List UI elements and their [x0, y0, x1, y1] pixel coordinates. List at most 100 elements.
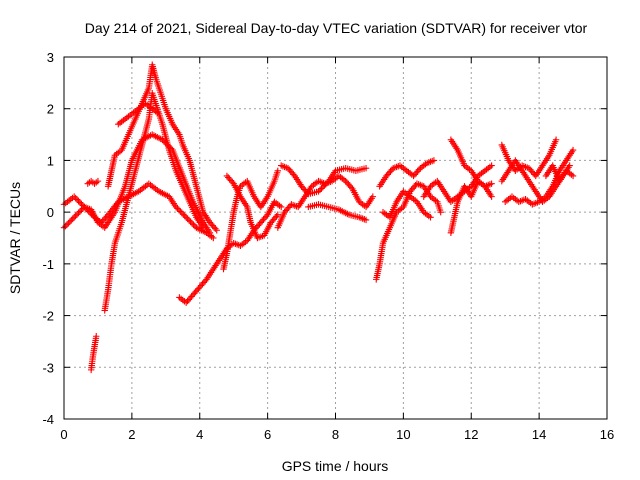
- data-point: [102, 214, 109, 222]
- data-point: [182, 214, 190, 221]
- data-point: [319, 183, 327, 191]
- x-tick-label: 4: [196, 427, 203, 442]
- data-point: [299, 184, 307, 192]
- data-point: [315, 188, 322, 195]
- data-point: [271, 214, 279, 222]
- data-point: [321, 182, 328, 189]
- data-point: [256, 220, 263, 228]
- data-point: [263, 213, 270, 220]
- data-point: [69, 215, 76, 222]
- data-point: [286, 166, 293, 173]
- data-point: [155, 110, 163, 118]
- data-point: [172, 203, 180, 211]
- data-point: [285, 204, 292, 211]
- data-point: [488, 162, 495, 169]
- data-point: [199, 224, 207, 231]
- data-point: [195, 285, 202, 292]
- data-point: [187, 294, 194, 302]
- data-point: [316, 186, 324, 194]
- data-point: [99, 217, 106, 225]
- data-point: [70, 214, 78, 221]
- data-point: [196, 283, 203, 291]
- y-tick-label: 1: [47, 153, 54, 168]
- data-point: [206, 229, 214, 237]
- data-point: [383, 172, 390, 180]
- data-point: [260, 216, 267, 223]
- data-point: [324, 179, 331, 186]
- data-point: [182, 299, 190, 306]
- data-point: [552, 136, 560, 143]
- data-point: [185, 217, 193, 224]
- data-point: [181, 212, 188, 220]
- data-point: [175, 206, 183, 214]
- data-point: [290, 171, 297, 178]
- data-point: [229, 178, 236, 186]
- data-point: [415, 166, 423, 173]
- data-point: [206, 219, 214, 226]
- data-point: [192, 288, 199, 295]
- data-point: [75, 197, 82, 205]
- data-point: [411, 171, 419, 178]
- data-point: [267, 219, 275, 226]
- data-point: [66, 218, 74, 225]
- data-point: [525, 164, 533, 172]
- data-point: [187, 218, 194, 225]
- plot-frame: [63, 56, 608, 420]
- x-axis-label: GPS time / hours: [282, 458, 389, 474]
- data-point: [527, 166, 534, 173]
- data-point: [302, 187, 309, 195]
- data-point: [488, 180, 495, 187]
- data-point: [174, 205, 181, 212]
- data-point: [569, 146, 577, 154]
- data-point: [184, 297, 191, 305]
- data-point: [369, 193, 377, 200]
- data-point: [284, 205, 291, 213]
- data-point: [225, 174, 232, 181]
- data-point: [303, 189, 311, 196]
- data-point: [227, 177, 235, 184]
- data-points: [60, 61, 577, 374]
- data-point: [362, 216, 370, 224]
- data-point: [254, 222, 262, 229]
- data-point: [94, 177, 102, 185]
- data-point: [322, 180, 330, 188]
- data-point: [409, 185, 417, 192]
- data-point: [189, 291, 197, 299]
- data-point: [343, 179, 351, 186]
- data-point: [298, 183, 305, 190]
- data-point: [282, 207, 290, 214]
- y-axis-label: SDTVAR / TECUs: [7, 182, 23, 294]
- data-point: [188, 293, 195, 300]
- data-point: [269, 217, 276, 225]
- x-tick-label: 8: [332, 427, 339, 442]
- grid-lines: [64, 57, 607, 419]
- data-point: [385, 169, 393, 177]
- chart-title: Day 214 of 2021, Sidereal Day-to-day VTE…: [85, 20, 588, 36]
- data-point: [347, 184, 355, 191]
- data-point: [437, 208, 444, 216]
- x-tick-label: 12: [464, 427, 478, 442]
- data-point: [281, 208, 288, 216]
- data-point: [273, 213, 280, 220]
- data-point: [270, 216, 277, 223]
- data-point: [100, 216, 108, 223]
- data-point: [180, 211, 187, 218]
- data-point: [208, 220, 215, 228]
- data-point: [73, 211, 81, 218]
- data-point: [200, 279, 208, 286]
- data-point: [408, 186, 415, 194]
- data-point: [190, 221, 197, 228]
- data-point: [427, 214, 434, 221]
- data-point: [63, 221, 71, 228]
- data-point: [62, 222, 69, 230]
- data-point: [177, 208, 184, 215]
- data-point: [78, 200, 85, 208]
- data-point: [213, 227, 220, 234]
- x-tick-label: 16: [600, 427, 614, 442]
- y-tick-label: -4: [42, 412, 54, 427]
- data-point: [73, 196, 81, 203]
- x-tick-label: 6: [264, 427, 271, 442]
- y-tick-label: -3: [42, 360, 54, 375]
